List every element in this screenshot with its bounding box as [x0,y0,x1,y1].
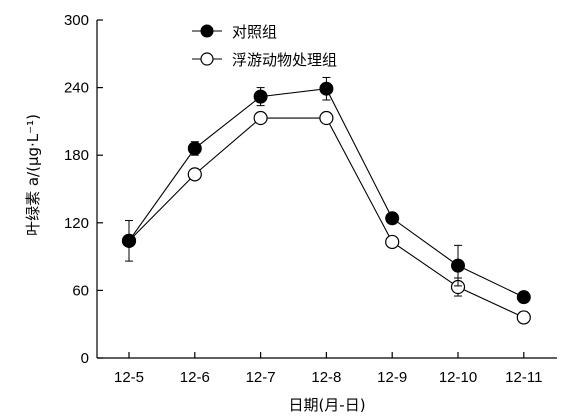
legend-marker-control [200,24,214,38]
y-tick-label-60: 60 [72,282,89,299]
x-tick-label-12-10: 12-10 [439,369,477,386]
data-point-0-0 [122,233,136,248]
y-tick-label-120: 120 [64,215,89,232]
series-layer [121,76,531,325]
y-tick-label-300: 300 [64,12,89,29]
data-point-1-4 [385,234,400,250]
y-tick-label-180: 180 [64,147,89,164]
data-point-1-2 [253,110,268,126]
data-point-0-6 [516,290,531,305]
data-point-0-4 [385,211,400,226]
data-point-1-3 [319,110,334,126]
data-point-1-1 [187,167,202,182]
data-point-1-6 [516,310,531,325]
legend-label-control: 对照组 [232,23,277,41]
legend-item-zooplankton: 浮游动物处理组 [192,51,337,69]
data-point-0-2 [253,89,268,104]
x-tick-label-12-6: 12-6 [180,369,210,386]
x-tick-label-12-8: 12-8 [311,369,341,386]
x-ticks: 12-5 12-6 12-7 12-8 12-9 12-10 12-11 [114,352,542,386]
y-axis-title: 叶绿素 a/(μg·L⁻¹) [24,114,42,236]
data-point-0-5 [451,258,465,273]
series-0 [122,76,531,305]
y-tick-label-240: 240 [64,80,89,97]
legend-marker-zooplankton [200,52,214,66]
x-axis-title: 日期(月-日) [288,396,365,414]
x-tick-label-12-9: 12-9 [377,369,407,386]
x-tick-label-12-5: 12-5 [114,369,144,386]
x-tick-label-12-7: 12-7 [246,369,276,386]
data-point-0-3 [319,81,334,96]
y-ticks: 0 60 120 180 240 300 [64,12,103,367]
y-tick-label-0: 0 [81,350,89,367]
legend-label-zooplankton: 浮游动物处理组 [232,51,337,69]
series-1 [121,110,531,325]
legend: 对照组 浮游动物处理组 [192,23,337,69]
legend-item-control: 对照组 [192,23,277,41]
x-tick-label-12-11: 12-11 [505,369,542,386]
data-point-0-1 [187,141,202,156]
